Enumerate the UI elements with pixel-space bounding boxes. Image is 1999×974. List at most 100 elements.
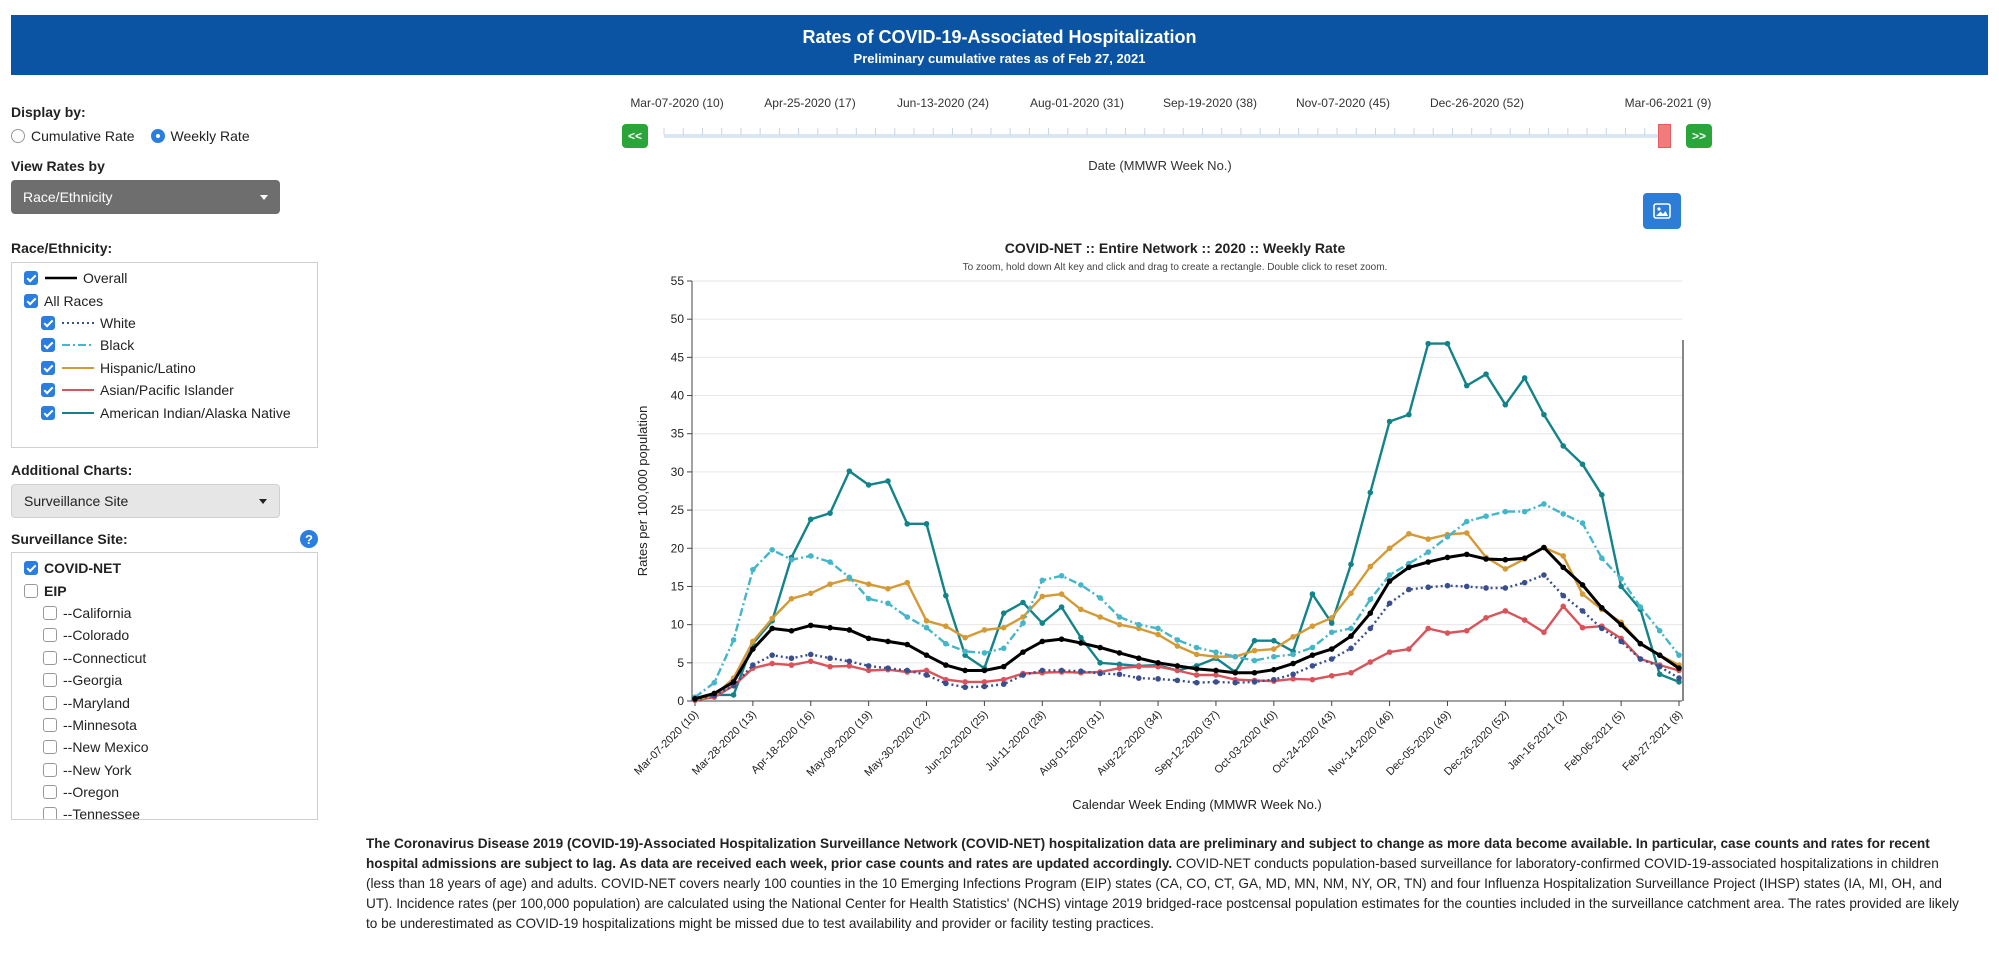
data-point[interactable] [1560, 553, 1567, 559]
data-point[interactable] [962, 648, 968, 655]
data-point[interactable] [1463, 551, 1470, 558]
data-point[interactable] [788, 556, 795, 563]
data-point[interactable] [1444, 582, 1451, 589]
data-point[interactable] [1213, 672, 1219, 678]
data-point[interactable] [1290, 634, 1296, 640]
data-point[interactable] [1560, 564, 1567, 571]
data-point[interactable] [1039, 593, 1046, 600]
data-point[interactable] [1328, 656, 1335, 662]
data-point[interactable] [1290, 660, 1296, 667]
site-item-oregon[interactable]: --Oregon [24, 781, 317, 803]
data-point[interactable] [1097, 644, 1103, 651]
data-point[interactable] [885, 478, 891, 484]
data-point[interactable] [827, 663, 833, 670]
data-point[interactable] [1271, 666, 1277, 673]
data-point[interactable] [1367, 659, 1374, 665]
data-point[interactable] [1579, 582, 1586, 588]
data-point[interactable] [1367, 610, 1374, 616]
data-point[interactable] [1039, 667, 1046, 674]
series-hispanic-latino[interactable] [692, 530, 1682, 703]
series-american-indian-alaska-native[interactable] [692, 340, 1682, 702]
data-point[interactable] [962, 679, 968, 685]
data-point[interactable] [1271, 646, 1277, 652]
site-item-california[interactable]: --California [24, 602, 317, 624]
data-point[interactable] [1020, 614, 1026, 620]
data-point[interactable] [904, 667, 911, 674]
data-point[interactable] [1483, 371, 1489, 377]
data-point[interactable] [807, 651, 814, 658]
data-point[interactable] [1000, 663, 1007, 670]
data-point[interactable] [788, 662, 795, 668]
data-point[interactable] [827, 581, 833, 587]
data-point[interactable] [904, 614, 911, 620]
checkbox[interactable] [41, 405, 55, 420]
view-rates-select[interactable]: Race/Ethnicity [11, 180, 280, 214]
data-point[interactable] [1483, 556, 1489, 562]
data-point[interactable] [865, 635, 872, 642]
data-point[interactable] [1020, 649, 1026, 655]
data-point[interactable] [981, 627, 988, 633]
data-point[interactable] [1116, 650, 1123, 656]
data-point[interactable] [1020, 620, 1026, 626]
data-point[interactable] [943, 623, 949, 629]
additional-charts-select[interactable]: Surveillance Site [11, 484, 280, 518]
data-point[interactable] [1618, 583, 1624, 590]
data-point[interactable] [827, 624, 833, 631]
checkbox[interactable] [43, 740, 57, 755]
data-point[interactable] [885, 600, 891, 607]
data-point[interactable] [846, 663, 853, 669]
data-point[interactable] [1463, 627, 1470, 634]
data-point[interactable] [1039, 577, 1046, 584]
data-point[interactable] [1078, 640, 1084, 646]
data-point[interactable] [1193, 651, 1200, 658]
timeline-handle[interactable] [1658, 124, 1671, 148]
data-point[interactable] [1193, 672, 1200, 678]
data-point[interactable] [1135, 663, 1142, 670]
data-point[interactable] [1058, 667, 1065, 674]
data-point[interactable] [1155, 625, 1161, 632]
race-item-black[interactable]: Black [24, 334, 317, 356]
checkbox[interactable] [43, 628, 57, 643]
data-point[interactable] [1425, 340, 1431, 347]
checkbox[interactable] [24, 583, 38, 598]
data-point[interactable] [1521, 508, 1528, 515]
data-point[interactable] [750, 662, 756, 668]
data-point[interactable] [1078, 582, 1084, 588]
download-image-button[interactable] [1643, 193, 1681, 229]
data-point[interactable] [1579, 608, 1586, 614]
data-point[interactable] [1386, 578, 1393, 584]
data-point[interactable] [1000, 676, 1007, 683]
data-point[interactable] [750, 638, 756, 645]
data-point[interactable] [904, 641, 911, 648]
data-point[interactable] [1020, 672, 1026, 678]
data-point[interactable] [1637, 640, 1644, 647]
data-point[interactable] [1425, 584, 1431, 591]
checkbox[interactable] [41, 360, 55, 375]
data-point[interactable] [1560, 443, 1567, 449]
data-point[interactable] [1328, 646, 1335, 652]
data-point[interactable] [962, 667, 968, 674]
checkbox[interactable] [43, 762, 57, 777]
data-point[interactable] [1367, 596, 1374, 603]
data-point[interactable] [1599, 605, 1605, 611]
data-point[interactable] [1502, 508, 1509, 515]
site-item-connecticut[interactable]: --Connecticut [24, 647, 317, 669]
checkbox[interactable] [24, 561, 38, 576]
data-point[interactable] [807, 590, 814, 597]
data-point[interactable] [1483, 513, 1489, 519]
race-item-white[interactable]: White [24, 312, 317, 334]
data-point[interactable] [1251, 679, 1258, 685]
data-point[interactable] [1348, 590, 1354, 597]
data-point[interactable] [1058, 591, 1065, 597]
data-point[interactable] [865, 667, 872, 674]
data-point[interactable] [1232, 653, 1239, 660]
data-point[interactable] [807, 658, 814, 665]
data-point[interactable] [1483, 585, 1489, 591]
checkbox[interactable] [43, 695, 57, 710]
data-point[interactable] [1097, 614, 1103, 620]
data-point[interactable] [1116, 614, 1123, 620]
data-point[interactable] [711, 690, 718, 697]
data-point[interactable] [1000, 624, 1007, 631]
data-point[interactable] [962, 684, 968, 691]
